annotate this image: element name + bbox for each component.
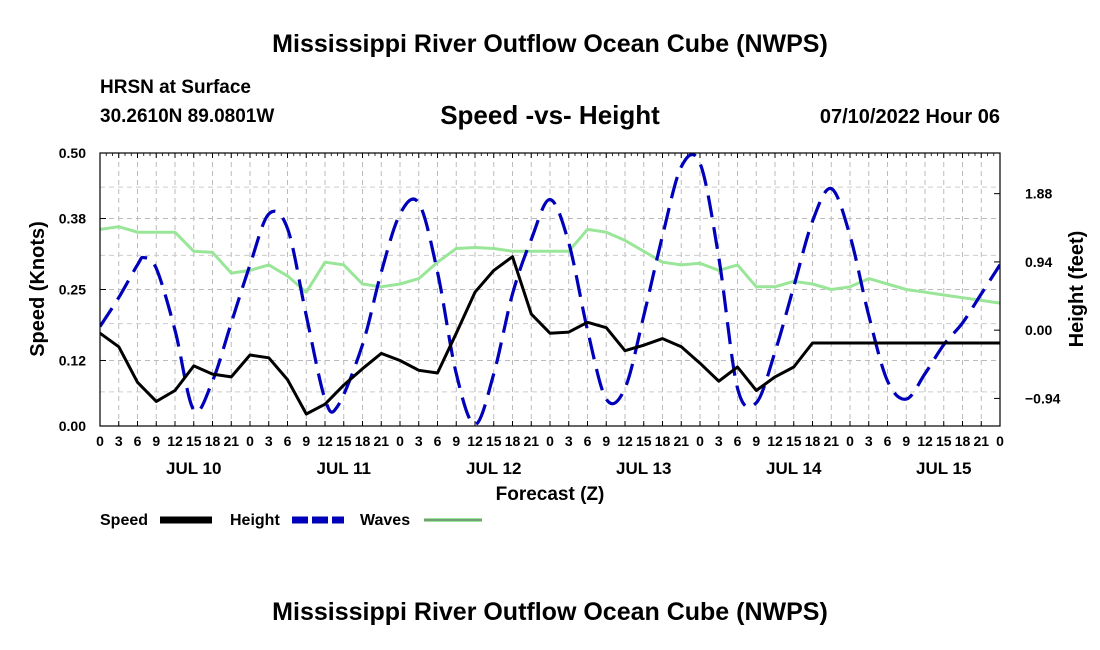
y2-tick-label: −0.94 [1025, 390, 1061, 406]
speed-series-line [100, 255, 1000, 416]
x-tick-label: 15 [636, 433, 652, 449]
x-tick-label: 0 [246, 433, 254, 449]
x-tick-label: 21 [823, 433, 839, 449]
day-label: JUL 15 [916, 459, 971, 478]
x-tick-label: 12 [767, 433, 783, 449]
axes: 0 3 6 9 12 15 18 21 0 3 6 9 12 15 18 21 0 3 6 9 12 15 18 21 0 3 6 9… [59, 145, 1061, 478]
x-tick-label: 21 [523, 433, 539, 449]
x-tick-label: 3 [115, 433, 123, 449]
station-name: HRSN at Surface [100, 77, 251, 98]
y-tick-label: 0.38 [59, 211, 86, 227]
x-tick-label: 18 [355, 433, 371, 449]
y-tick-label: 0.00 [59, 418, 86, 434]
height-series-line [100, 153, 1000, 426]
x-tick-label: 15 [486, 433, 502, 449]
y-tick-label: 0.12 [59, 352, 86, 368]
x-tick-label: 0 [996, 433, 1004, 449]
chart-title: Speed -vs- Height [440, 100, 660, 130]
x-tick-label: 21 [673, 433, 689, 449]
x-tick-label: 12 [167, 433, 183, 449]
x-tick-label: 21 [223, 433, 239, 449]
x-tick-label: 0 [396, 433, 404, 449]
day-label: JUL 14 [766, 459, 822, 478]
x-tick-label: 18 [205, 433, 221, 449]
x-tick-label: 0 [546, 433, 554, 449]
x-tick-label: 3 [715, 433, 723, 449]
y2-tick-label: 0.94 [1025, 254, 1052, 270]
x-tick-label: 18 [505, 433, 521, 449]
legend-label-waves: Waves [360, 512, 410, 529]
x-tick-label: 3 [865, 433, 873, 449]
legend-label-speed: Speed [100, 512, 148, 529]
x-tick-label: 9 [752, 433, 760, 449]
y-tick-label: 0.50 [59, 145, 86, 161]
x-tick-label: 6 [284, 433, 292, 449]
x-tick-label: 6 [134, 433, 142, 449]
y2-tick-label: 1.88 [1025, 186, 1052, 202]
x-tick-label: 9 [902, 433, 910, 449]
grid [100, 153, 1000, 426]
station-coords: 30.2610N 89.0801W [100, 106, 275, 127]
waves-series-line [100, 225, 1000, 305]
run-time: 07/10/2022 Hour 06 [819, 106, 1000, 128]
x-tick-label: 12 [917, 433, 933, 449]
x-tick-label: 15 [336, 433, 352, 449]
x-tick-label: 21 [973, 433, 989, 449]
x-tick-label: 21 [373, 433, 389, 449]
day-label: JUL 12 [466, 459, 521, 478]
x-tick-label: 9 [602, 433, 610, 449]
x-tick-label: 6 [884, 433, 892, 449]
x-tick-label: 12 [617, 433, 633, 449]
x-tick-label: 3 [265, 433, 273, 449]
x-tick-label: 3 [565, 433, 573, 449]
main-title: Mississippi River Outflow Ocean Cube (NW… [272, 30, 828, 58]
x-tick-label: 15 [186, 433, 202, 449]
day-label: JUL 13 [616, 459, 671, 478]
x-tick-label: 18 [805, 433, 821, 449]
x-tick-label: 9 [452, 433, 460, 449]
x-tick-label: 0 [696, 433, 704, 449]
x-tick-label: 3 [415, 433, 423, 449]
x-tick-label: 18 [655, 433, 671, 449]
x-tick-label: 12 [317, 433, 333, 449]
legend: Speed Height Waves [100, 512, 482, 529]
x-tick-label: 12 [467, 433, 483, 449]
day-label: JUL 11 [316, 459, 371, 478]
legend-label-height: Height [230, 512, 280, 529]
x-tick-label: 0 [96, 433, 104, 449]
x-tick-label: 15 [786, 433, 802, 449]
x-tick-label: 0 [846, 433, 854, 449]
x-tick-label: 9 [152, 433, 160, 449]
x-axis-label: Forecast (Z) [496, 484, 605, 505]
x-tick-label: 6 [434, 433, 442, 449]
y-axis-label: Speed (Knots) [27, 221, 49, 357]
x-tick-label: 15 [936, 433, 952, 449]
y-tick-label: 0.25 [59, 282, 86, 298]
x-tick-label: 9 [302, 433, 310, 449]
y2-tick-label: 0.00 [1025, 322, 1052, 338]
series-lines [100, 153, 1000, 426]
x-tick-label: 6 [584, 433, 592, 449]
bottom-title: Mississippi River Outflow Ocean Cube (NW… [272, 598, 828, 626]
y2-axis-label: Height (feet) [1066, 231, 1088, 348]
x-tick-label: 18 [955, 433, 971, 449]
x-tick-label: 6 [734, 433, 742, 449]
day-label: JUL 10 [166, 459, 221, 478]
